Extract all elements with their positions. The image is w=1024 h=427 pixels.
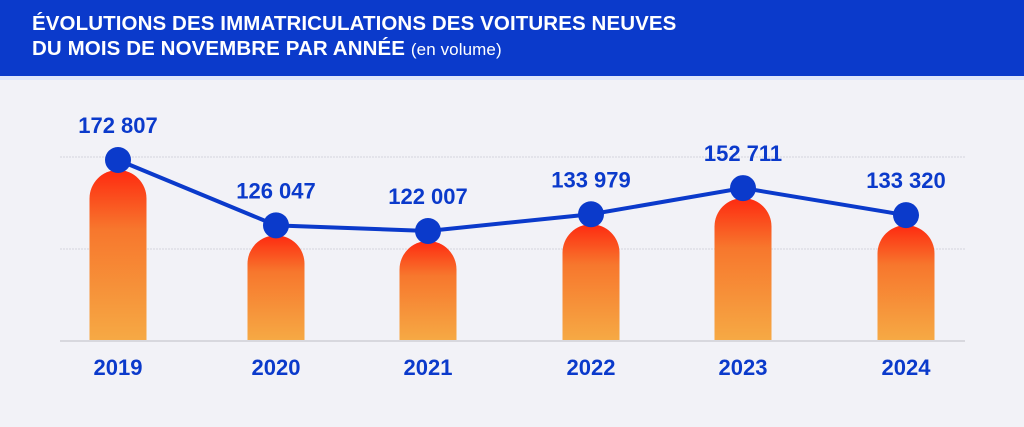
point-2019 (105, 146, 131, 173)
value-label: 122 007 (388, 184, 468, 209)
x-tick-label: 2023 (719, 355, 768, 380)
bar-2024 (877, 225, 935, 340)
point-2024 (893, 202, 919, 229)
value-label: 152 711 (704, 141, 782, 166)
bar-2022 (562, 224, 620, 340)
title-suffix: (en volume) (410, 40, 502, 59)
point-2023 (730, 175, 756, 202)
x-tick-label: 2020 (252, 355, 301, 380)
x-tick-label: 2019 (94, 355, 143, 380)
trend-line (117, 158, 907, 233)
value-label: 172 807 (78, 113, 158, 138)
x-tick-label: 2024 (882, 355, 932, 380)
title-line-2: DU MOIS DE NOVEMBRE PAR ANNÉE (32, 37, 406, 60)
x-tick-label: 2021 (404, 355, 453, 380)
bar-2020 (247, 235, 305, 340)
chart-title: ÉVOLUTIONS DES IMMATRICULATIONS DES VOIT… (32, 11, 676, 62)
bar-2023 (714, 198, 772, 340)
x-tick-label: 2022 (567, 355, 616, 380)
point-2020 (263, 212, 289, 239)
header: ÉVOLUTIONS DES IMMATRICULATIONS DES VOIT… (0, 0, 1024, 76)
header-divider (0, 76, 1024, 80)
value-label: 133 979 (551, 167, 631, 192)
bar-2019 (89, 169, 147, 340)
value-label: 133 320 (866, 168, 946, 193)
point-2022 (578, 201, 604, 228)
bar-2021 (399, 240, 457, 340)
point-2021 (415, 217, 441, 244)
value-label: 126 047 (236, 178, 316, 203)
title-line-1: ÉVOLUTIONS DES IMMATRICULATIONS DES VOIT… (32, 12, 677, 35)
